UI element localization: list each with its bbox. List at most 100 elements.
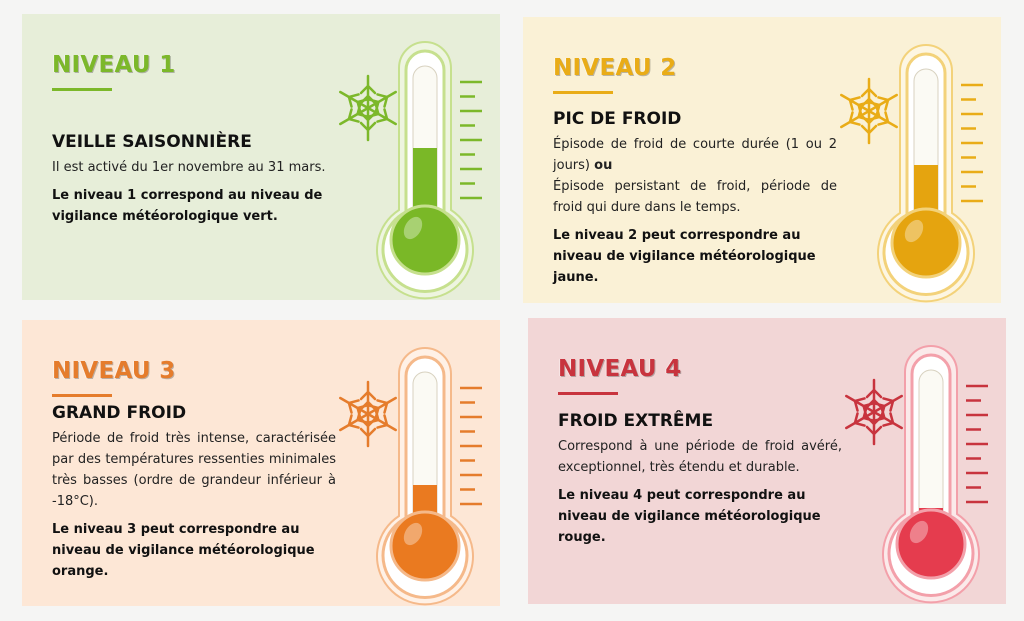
thermo-shine (403, 522, 423, 546)
branch (376, 93, 389, 108)
thermo-shine (909, 520, 929, 544)
thermo-bulb (389, 204, 461, 276)
snowflake-arm (865, 410, 883, 446)
card-heading: GRAND FROID (52, 403, 187, 423)
card-body: FROID EXTRÊME Correspond à une période de… (558, 411, 842, 548)
thermo-shine (403, 216, 423, 240)
branch (862, 402, 875, 417)
branch (860, 87, 878, 98)
thermometer-icon (840, 44, 983, 303)
card-note: Le niveau 1 correspond au niveau de vigi… (52, 188, 323, 224)
snowflake-icon (840, 77, 898, 145)
branch (359, 427, 377, 438)
branch (848, 96, 861, 111)
level-underline (52, 394, 112, 397)
snowflake-arm (860, 77, 878, 113)
card-note: Le niveau 4 peut correspondre au niveau … (558, 488, 821, 545)
level-card: NIVEAU 4 FROID EXTRÊME Correspond à une pé… (528, 318, 1006, 604)
level-label: NIVEAU 3 (52, 358, 176, 384)
arm (845, 394, 876, 414)
arm (867, 93, 898, 113)
card-note: Le niveau 3 peut correspondre au niveau … (52, 522, 315, 579)
card-heading: FROID EXTRÊME (558, 411, 714, 431)
arm (339, 412, 370, 432)
branch (347, 399, 360, 414)
snowflake-arm (359, 74, 377, 110)
thermo-bulb (895, 508, 967, 580)
thermo-shine (904, 219, 924, 243)
branch (376, 399, 389, 414)
snowflake-arm (359, 380, 377, 416)
branch (347, 108, 360, 123)
level-underline (553, 91, 613, 94)
branch (865, 425, 883, 436)
level-underline (558, 392, 618, 395)
thermometer-icon (845, 345, 988, 604)
branch (347, 414, 360, 429)
branch (860, 124, 878, 135)
card-note: Le niveau 2 peut correspondre au niveau … (553, 228, 816, 285)
snowflake-arm (860, 109, 878, 145)
snowflake-arm (359, 106, 377, 142)
level-underline (52, 88, 112, 91)
branch (877, 96, 890, 111)
arm (872, 410, 903, 430)
arm (366, 106, 397, 126)
arm (845, 410, 876, 430)
level-card: NIVEAU 2 PIC DE FROID Épisode de froid de … (523, 17, 1001, 303)
branch (865, 388, 883, 399)
card-text: Épisode de froid de courte durée (1 ou 2… (553, 134, 837, 218)
branch (359, 390, 377, 401)
arm (339, 106, 370, 126)
arm (840, 93, 871, 113)
branch (359, 84, 377, 95)
arm (339, 396, 370, 416)
branch (376, 108, 389, 123)
snowflake-arm (865, 378, 883, 414)
snowflake-icon (339, 380, 397, 448)
snowflake-arm (840, 93, 871, 116)
thermometer-icon (339, 41, 482, 300)
thermo-bulb (890, 207, 962, 279)
branch (853, 397, 866, 412)
arm (840, 109, 871, 129)
card-text: Il est activé du 1er novembre au 31 mars… (52, 160, 326, 175)
arm (867, 109, 898, 129)
snowflake-icon (845, 378, 903, 446)
branch (376, 414, 389, 429)
snowflake-arm (339, 396, 370, 419)
level-card: NIVEAU 3 GRAND FROID Période de froid très… (22, 320, 500, 606)
branch (882, 412, 895, 427)
branch (356, 404, 369, 419)
thermometer-icon (339, 347, 482, 606)
card-text: Période de froid très intense, caractéri… (52, 431, 336, 509)
branch (347, 93, 360, 108)
branch (853, 412, 866, 427)
arm (366, 90, 397, 110)
snowflake-icon (339, 74, 397, 142)
card-body: PIC DE FROID Épisode de froid de courte d… (553, 109, 837, 288)
thermo-bulb (389, 510, 461, 582)
branch (857, 101, 870, 116)
card-heading: PIC DE FROID (553, 109, 682, 129)
arm (366, 396, 397, 416)
text-connector: ou (594, 158, 613, 173)
text-part: Épisode de froid de courte durée (1 ou 2… (553, 137, 837, 173)
level-label: NIVEAU 4 (558, 356, 682, 382)
branch (877, 111, 890, 126)
snowflake-arm (359, 412, 377, 448)
snowflake-arm (339, 90, 370, 113)
card-body: VEILLE SAISONNIÈRE Il est activé du 1er n… (52, 132, 336, 227)
branch (882, 397, 895, 412)
card-heading: VEILLE SAISONNIÈRE (52, 132, 252, 152)
level-card: NIVEAU 1 VEILLE SAISONNIÈRE Il est activé … (22, 14, 500, 300)
level-label: NIVEAU 2 (553, 55, 677, 81)
branch (359, 121, 377, 132)
card-text: Correspond à une période de froid avéré,… (558, 439, 842, 475)
arm (366, 412, 397, 432)
branch (848, 111, 861, 126)
snowflake-arm (845, 394, 876, 417)
level-label: NIVEAU 1 (52, 52, 176, 78)
arm (339, 90, 370, 110)
